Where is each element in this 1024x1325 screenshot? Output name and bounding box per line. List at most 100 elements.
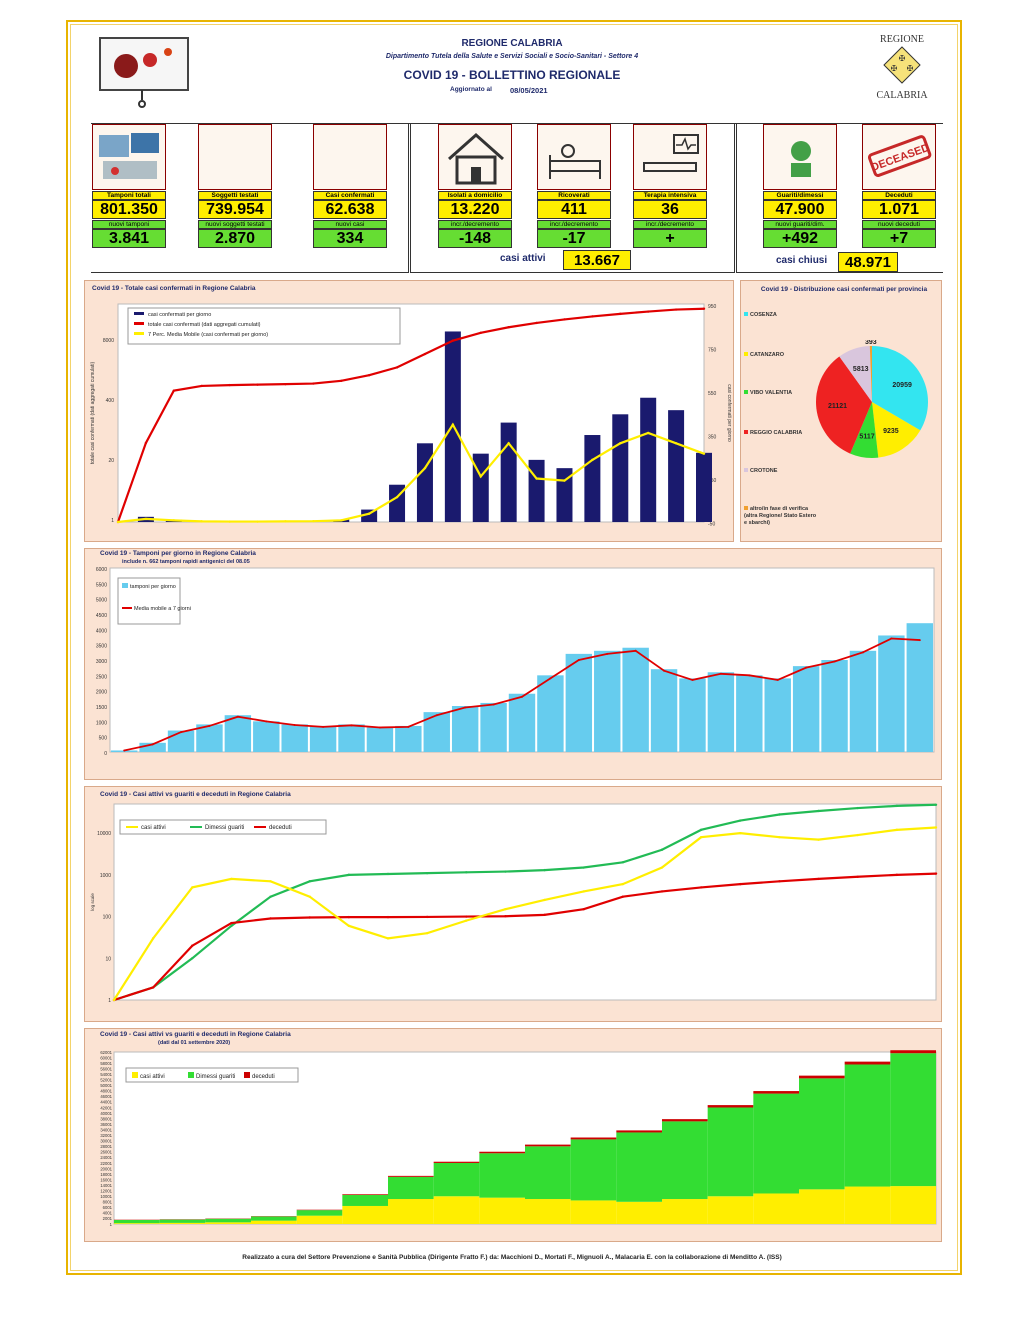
chart3-bar-3 — [196, 724, 223, 752]
infected-people-icon — [314, 125, 388, 189]
chart5-y-tick: 42001 — [100, 1105, 112, 1110]
chart3-legend-swatch-0 — [122, 583, 128, 588]
chart4-casi-attivi-line-point-15 — [699, 835, 703, 839]
chart3-moving-avg-point-23 — [776, 678, 779, 681]
chart5-stack-0-8 — [479, 1197, 525, 1224]
pie-slice-1 — [872, 402, 921, 458]
header-logo-virus — [92, 34, 192, 108]
chart3-moving-avg-point-21 — [719, 672, 722, 675]
chart1-total-line-point-11 — [423, 352, 427, 356]
chart1-y2-tick: 550 — [708, 391, 717, 397]
chart4-casi-attivi-line-point-16 — [739, 831, 742, 835]
chart5-stack-2-6 — [388, 1175, 434, 1177]
chart4-casi-attivi-line-point-14 — [660, 866, 664, 869]
chart3-y-tick: 5500 — [96, 582, 107, 588]
chart4-deceduti-line-point-3 — [230, 921, 233, 925]
casi-chiusi-value: 48.971 — [838, 252, 898, 272]
chart5-y-tick: 4001 — [103, 1211, 113, 1216]
chart3-moving-avg-point-1 — [151, 743, 154, 746]
logo-text-top: REGIONE — [880, 34, 924, 45]
pie-legend-label-4: CROTONE — [750, 468, 778, 474]
chart3-bar-16 — [565, 653, 593, 752]
chart1-total-line-point-15 — [535, 321, 538, 325]
chart5-stack-2-11 — [616, 1130, 662, 1133]
ricoverati-sub-label: incr./decremento — [537, 220, 611, 229]
chart3-bar-19 — [650, 669, 678, 752]
chart4-casi-attivi-line-point-2 — [191, 886, 194, 889]
chart5-legend-box — [125, 1067, 299, 1083]
pie-svg: 20959 9235 5117 21121 5813 393 — [816, 340, 928, 458]
chart4-dimessi-line-point-21 — [934, 803, 938, 806]
chart5-stack-1-9 — [525, 1146, 571, 1200]
chart3-moving-avg-point-12 — [464, 706, 467, 709]
pie-legend-label-2: VIBO VALENTIA — [750, 390, 793, 396]
chart3-moving-avg-point-8 — [350, 724, 353, 727]
chart1-total-line-point-4 — [228, 383, 231, 387]
chart5-y-tick: 24001 — [100, 1155, 112, 1160]
stats-section-2 — [410, 123, 735, 273]
chart4-casi-attivi-line-point-20 — [895, 828, 899, 832]
chart4-dimessi-line-point-13 — [621, 861, 625, 864]
pie-slice-5 — [869, 346, 872, 402]
chart1-legend-label-2: 7 Perc. Media Mobile (casi confermati pe… — [148, 332, 268, 338]
chart5-stack-0-9 — [525, 1199, 571, 1224]
chart3-moving-avg-point-26 — [861, 651, 864, 654]
isolati-value: 13.220 — [438, 200, 512, 219]
chart4-deceduti-line-point-1 — [151, 986, 155, 989]
chart3-y-tick: 4500 — [96, 613, 107, 619]
chart5-y-tick: 36001 — [100, 1122, 112, 1127]
chart1-moving-avg-line-point-17 — [591, 458, 594, 462]
chart4-svg: 10000 1000 100 10 1 log scale casi attivi Dimes… — [90, 803, 938, 1004]
chart1-total-line-point-17 — [591, 315, 594, 318]
chart1-total-line-point-1 — [144, 441, 148, 445]
chart3-legend-label-0: tamponi per giorno — [130, 584, 176, 590]
chart3-bar-13 — [480, 702, 507, 752]
chart5-y-tick: 40001 — [100, 1111, 112, 1116]
isolati-label: Isolati a domicilio — [438, 191, 512, 200]
chart5-stack-2-16 — [844, 1061, 891, 1065]
chart5-y-tick: 54001 — [100, 1072, 112, 1077]
chart1-moving-avg-line-point-9 — [367, 512, 371, 515]
chart5-y-tick: 48001 — [100, 1089, 112, 1094]
chart3-y-tick: 1000 — [96, 720, 107, 726]
chart4-dimessi-line-point-5 — [308, 880, 311, 883]
chart3-bar-22 — [736, 675, 763, 752]
chart4-casi-attivi-line-point-7 — [386, 937, 390, 940]
chart1-moving-avg-line-point-16 — [563, 479, 566, 482]
chart4-dimessi-line-point-3 — [230, 924, 233, 928]
chart4-casi-attivi-line-point-19 — [856, 833, 859, 837]
regione-calabria-logo: REGIONE ✠ ✠ ✠ CALABRIA — [862, 34, 942, 110]
chart3-moving-avg-point-4 — [236, 715, 239, 718]
chart1-legend-swatch-2 — [134, 332, 144, 335]
ricoverati-sub-value: -17 — [537, 229, 611, 248]
chart4-dimessi-line-point-12 — [582, 866, 585, 869]
chart5-stack-1-13 — [707, 1107, 754, 1197]
pie-legend-swatch-5 — [744, 506, 748, 510]
chart1-total-line-point-10 — [395, 366, 399, 369]
chart5-y-tick: 6001 — [103, 1205, 113, 1210]
chart4-dimessi-line-point-11 — [543, 868, 546, 872]
chart5-stack-1-4 — [296, 1210, 343, 1216]
casi-value: 62.638 — [313, 200, 387, 219]
chart1-total-line-point-8 — [340, 379, 343, 382]
chart4-dimessi-line-point-6 — [347, 873, 351, 877]
casi-sub-label: nuovi casi — [313, 220, 387, 229]
chart3-moving-avg-point-6 — [293, 724, 296, 727]
chart3-moving-avg-point-13 — [492, 703, 495, 706]
chart5-stack-2-14 — [753, 1091, 799, 1094]
chart1-moving-avg-line-point-19 — [646, 431, 650, 435]
chart4-casi-attivi-line-point-5 — [308, 895, 311, 898]
pie-slice-2 — [850, 402, 879, 458]
chart1-y2-tick: 950 — [708, 304, 717, 310]
pie-value-label-4: 5813 — [853, 366, 869, 373]
chart3-y-tick: 4000 — [96, 628, 107, 634]
chart5-legend-swatch-2 — [244, 1072, 250, 1078]
chart3-bar-23 — [764, 678, 791, 752]
chart1-moving-avg-line-point-8 — [340, 519, 343, 522]
chart3-bar-12 — [451, 706, 479, 752]
chart4-casi-attivi-line-point-4 — [269, 880, 272, 883]
stats-section-1 — [91, 123, 409, 273]
chart4-deceduti-line-point-13 — [621, 895, 625, 898]
chart3-bar-18 — [622, 647, 649, 752]
pie-slice-3 — [816, 356, 872, 454]
